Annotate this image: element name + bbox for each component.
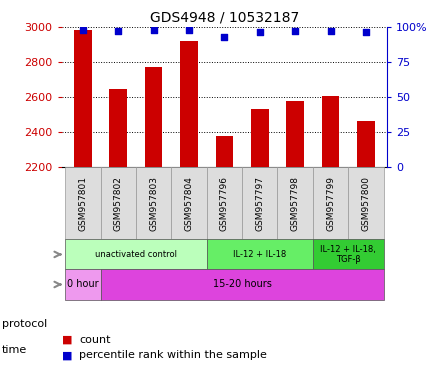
- Text: 0 hour: 0 hour: [67, 280, 99, 290]
- Text: GSM957802: GSM957802: [114, 176, 123, 231]
- Bar: [313, 239, 384, 270]
- Bar: [207, 239, 313, 270]
- Bar: [100, 167, 136, 239]
- Bar: [180, 41, 198, 167]
- Point: [363, 30, 370, 36]
- Bar: [65, 167, 100, 239]
- Text: protocol: protocol: [2, 319, 48, 329]
- Text: GSM957799: GSM957799: [326, 176, 335, 231]
- Bar: [286, 101, 304, 167]
- Text: GSM957798: GSM957798: [291, 176, 300, 231]
- Text: ■: ■: [62, 350, 72, 360]
- Bar: [145, 67, 162, 167]
- Bar: [171, 167, 207, 239]
- Text: GSM957796: GSM957796: [220, 176, 229, 231]
- Bar: [278, 167, 313, 239]
- Text: time: time: [2, 345, 27, 355]
- Bar: [251, 109, 269, 167]
- Text: GSM957797: GSM957797: [255, 176, 264, 231]
- Point: [327, 28, 334, 34]
- Bar: [313, 167, 348, 239]
- Title: GDS4948 / 10532187: GDS4948 / 10532187: [150, 10, 299, 24]
- Bar: [357, 121, 375, 167]
- Bar: [216, 136, 233, 167]
- Text: ■: ■: [62, 335, 72, 345]
- Text: count: count: [79, 335, 111, 345]
- Bar: [65, 239, 207, 270]
- Text: GSM957803: GSM957803: [149, 176, 158, 231]
- Point: [221, 34, 228, 40]
- Text: percentile rank within the sample: percentile rank within the sample: [79, 350, 267, 360]
- Point: [150, 26, 157, 33]
- Text: GSM957804: GSM957804: [184, 176, 194, 231]
- Bar: [207, 167, 242, 239]
- Text: GSM957800: GSM957800: [362, 176, 370, 231]
- Point: [292, 28, 299, 34]
- Text: unactivated control: unactivated control: [95, 250, 177, 259]
- Bar: [136, 167, 171, 239]
- Bar: [242, 167, 278, 239]
- Text: IL-12 + IL-18,
TGF-β: IL-12 + IL-18, TGF-β: [320, 245, 376, 264]
- Text: GSM957801: GSM957801: [78, 176, 87, 231]
- Bar: [322, 96, 339, 167]
- Bar: [100, 270, 384, 300]
- Bar: [110, 89, 127, 167]
- Text: IL-12 + IL-18: IL-12 + IL-18: [233, 250, 286, 259]
- Point: [256, 30, 263, 36]
- Text: 15-20 hours: 15-20 hours: [213, 280, 271, 290]
- Bar: [348, 167, 384, 239]
- Bar: [65, 270, 100, 300]
- Point: [79, 26, 86, 33]
- Bar: [74, 30, 92, 167]
- Point: [115, 28, 122, 34]
- Point: [186, 26, 193, 33]
